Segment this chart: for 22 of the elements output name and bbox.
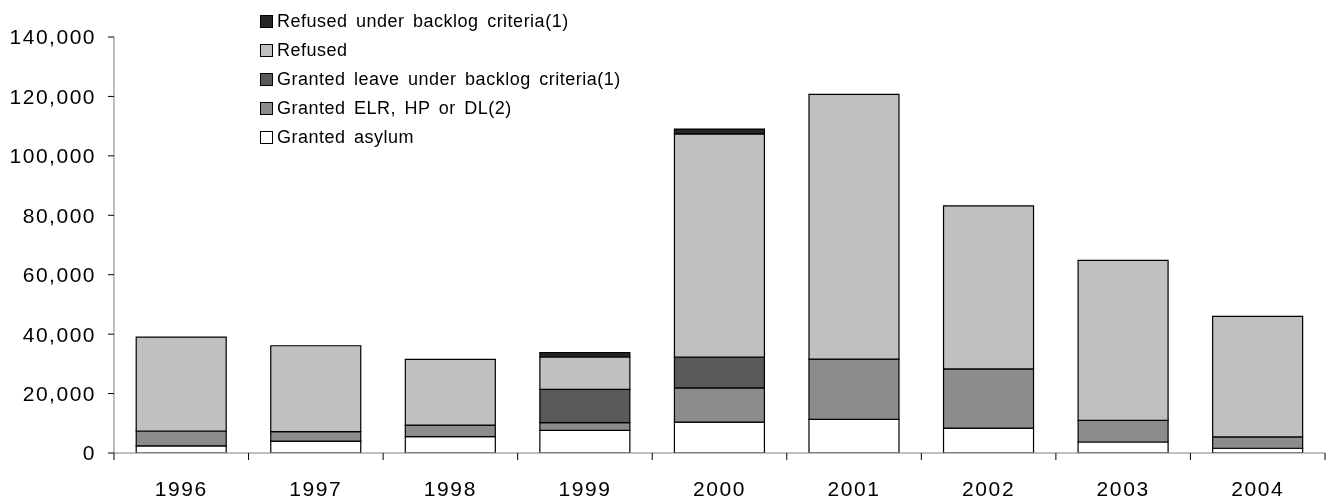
- legend-label: Granted leave under backlog criteria(1): [277, 69, 621, 89]
- legend-label: Refused under backlog criteria(1): [277, 11, 569, 31]
- y-tick-label: 80,000: [22, 203, 96, 227]
- y-tick-label: 0: [82, 441, 96, 465]
- x-tick-label: 2001: [827, 477, 881, 500]
- y-tick-label: 20,000: [22, 382, 96, 406]
- x-tick-label: 2002: [962, 477, 1016, 500]
- legend-label: Granted asylum: [277, 127, 415, 147]
- x-tick-label: 1996: [154, 477, 208, 500]
- x-tick-label: 2004: [1231, 477, 1285, 500]
- x-tick-label: 1999: [558, 477, 612, 500]
- y-tick-label: 100,000: [9, 144, 96, 168]
- legend-label: Granted ELR, HP or DL(2): [277, 98, 512, 118]
- y-tick-label: 120,000: [9, 84, 96, 108]
- x-tick-label: 1998: [423, 477, 477, 500]
- x-tick-label: 2000: [692, 477, 747, 500]
- y-tick-label: 140,000: [9, 25, 96, 49]
- y-tick-label: 40,000: [22, 322, 96, 346]
- legend-label: Refused: [277, 40, 348, 60]
- y-tick-label: 60,000: [22, 263, 96, 287]
- x-tick-label: 2003: [1096, 477, 1150, 500]
- x-tick-label: 1997: [289, 477, 343, 500]
